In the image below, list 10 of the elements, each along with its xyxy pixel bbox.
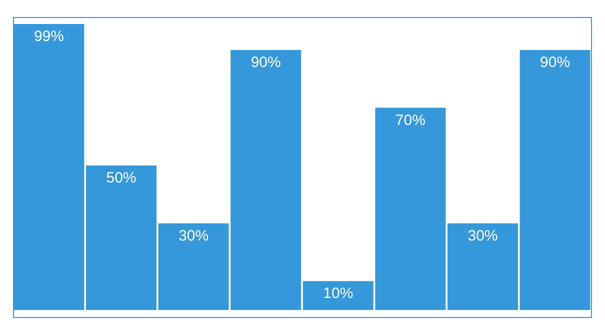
data-label: 30% xyxy=(468,227,498,244)
data-label: 99% xyxy=(34,28,64,45)
data-label: 90% xyxy=(540,54,570,71)
data-label: 30% xyxy=(178,227,209,244)
data-label: 90% xyxy=(250,54,281,71)
bar xyxy=(447,223,518,310)
data-label: 10% xyxy=(323,285,354,302)
data-label: 50% xyxy=(106,170,136,187)
bar xyxy=(86,166,157,310)
data-label: 70% xyxy=(395,112,426,129)
